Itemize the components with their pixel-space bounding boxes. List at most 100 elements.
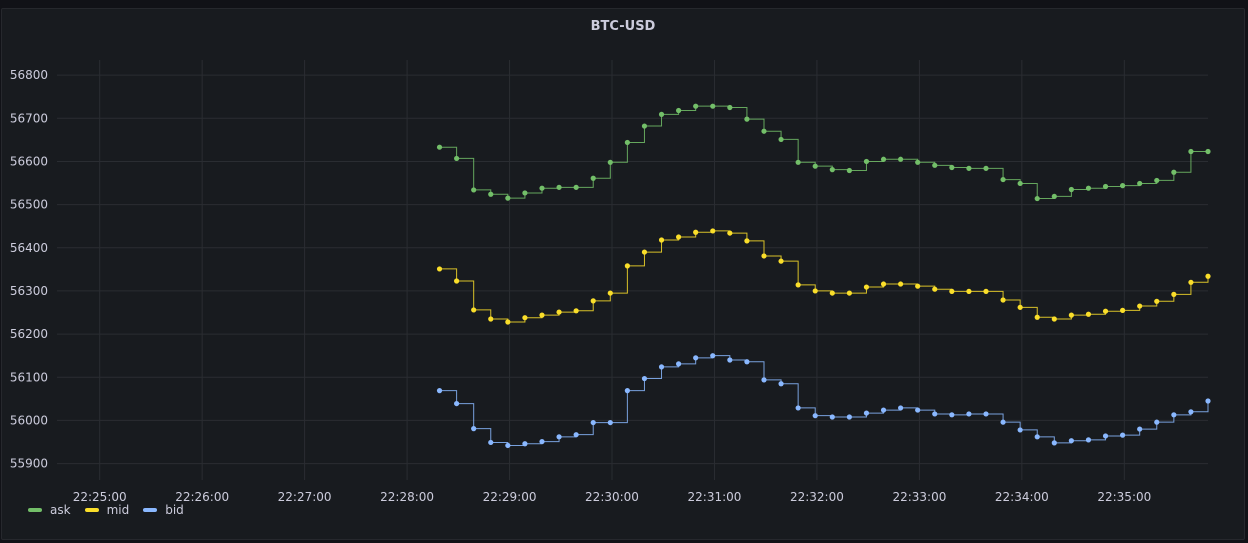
data-point-ask bbox=[846, 167, 852, 174]
data-point-bid bbox=[471, 426, 477, 432]
data-point-mid bbox=[488, 316, 494, 322]
data-point-ask bbox=[863, 158, 870, 165]
legend-label-mid: mid bbox=[106, 503, 130, 517]
data-point-bid bbox=[1068, 438, 1074, 444]
data-point-mid bbox=[1000, 297, 1006, 303]
series-line-mid bbox=[439, 230, 1209, 323]
x-tick-label: 22:27:00 bbox=[278, 490, 332, 504]
data-point-ask bbox=[488, 191, 494, 197]
legend-swatch-ask bbox=[28, 508, 42, 512]
data-point-ask bbox=[658, 111, 665, 117]
chart-panel: BTC-USD bbox=[1, 8, 1245, 540]
data-point-ask bbox=[1068, 186, 1074, 193]
data-point-bid bbox=[658, 364, 665, 370]
legend: ask mid bid bbox=[28, 503, 184, 517]
data-point-mid bbox=[744, 238, 750, 244]
data-point-bid bbox=[641, 375, 648, 382]
data-point-mid bbox=[1188, 279, 1194, 285]
data-point-bid bbox=[1017, 427, 1023, 433]
data-point-bid bbox=[915, 407, 921, 413]
data-point-ask bbox=[812, 163, 818, 169]
data-point-bid bbox=[710, 353, 716, 359]
data-point-mid bbox=[1120, 307, 1126, 313]
data-point-mid bbox=[863, 284, 870, 290]
data-point-mid bbox=[539, 312, 545, 318]
data-point-mid bbox=[641, 249, 648, 255]
legend-item-bid[interactable]: bid bbox=[143, 503, 184, 517]
data-point-mid bbox=[436, 266, 443, 272]
data-point-bid bbox=[863, 410, 870, 416]
data-point-mid bbox=[983, 288, 989, 294]
data-point-bid bbox=[1171, 412, 1177, 418]
data-point-mid bbox=[1171, 291, 1177, 297]
data-point-ask bbox=[778, 136, 784, 143]
data-point-ask bbox=[1171, 169, 1177, 175]
chart-title: BTC-USD bbox=[590, 19, 656, 34]
data-point-mid bbox=[846, 290, 852, 296]
data-point-mid bbox=[1085, 311, 1092, 317]
legend-item-mid[interactable]: mid bbox=[84, 503, 130, 517]
data-point-ask bbox=[898, 156, 904, 162]
data-point-mid bbox=[1051, 316, 1057, 322]
data-point-bid bbox=[624, 388, 630, 394]
data-point-bid bbox=[932, 411, 938, 417]
data-point-mid bbox=[590, 298, 596, 304]
y-tick-label: 56600 bbox=[10, 154, 48, 168]
data-point-ask bbox=[880, 156, 887, 162]
data-point-bid bbox=[1188, 409, 1194, 415]
data-point-mid bbox=[898, 281, 904, 287]
legend-swatch-mid bbox=[84, 508, 99, 512]
x-tick-label: 22:28:00 bbox=[380, 490, 434, 504]
legend-item-ask[interactable]: ask bbox=[28, 503, 71, 517]
data-point-bid bbox=[778, 381, 784, 387]
data-point-mid bbox=[795, 282, 801, 288]
data-point-ask bbox=[727, 104, 733, 111]
data-point-ask bbox=[1188, 148, 1194, 155]
data-point-bid bbox=[1154, 419, 1160, 425]
data-point-bid bbox=[590, 419, 596, 426]
data-point-bid bbox=[812, 413, 818, 419]
data-point-mid bbox=[915, 283, 921, 289]
data-point-mid bbox=[1205, 273, 1211, 279]
data-point-mid bbox=[829, 290, 835, 296]
y-tick-label: 56700 bbox=[10, 111, 48, 125]
data-point-mid bbox=[1102, 308, 1109, 314]
y-tick-label: 56200 bbox=[10, 327, 48, 341]
data-point-mid bbox=[573, 308, 579, 314]
data-point-mid bbox=[522, 315, 528, 321]
data-point-mid bbox=[556, 309, 562, 315]
data-point-bid bbox=[1205, 398, 1211, 404]
data-point-ask bbox=[983, 165, 989, 171]
data-point-ask bbox=[744, 116, 750, 122]
data-point-bid bbox=[573, 432, 579, 438]
data-point-ask bbox=[795, 159, 801, 165]
data-point-bid bbox=[607, 419, 613, 426]
data-point-bid bbox=[1137, 426, 1143, 432]
data-point-ask bbox=[1154, 177, 1160, 184]
data-point-bid bbox=[880, 407, 887, 413]
data-point-mid bbox=[607, 290, 613, 296]
data-point-bid bbox=[795, 405, 801, 411]
x-tick-label: 22:30:00 bbox=[585, 490, 639, 504]
y-tick-label: 56000 bbox=[10, 413, 48, 427]
data-point-bid bbox=[522, 441, 528, 447]
data-point-bid bbox=[761, 377, 767, 383]
data-point-bid bbox=[898, 405, 904, 411]
data-point-mid bbox=[471, 307, 477, 313]
data-point-mid bbox=[812, 288, 818, 294]
x-tick-label: 22:25:00 bbox=[73, 490, 127, 504]
data-point-ask bbox=[505, 195, 511, 201]
y-tick-label: 56400 bbox=[10, 241, 48, 255]
data-point-ask bbox=[1085, 185, 1092, 191]
data-point-mid bbox=[1034, 314, 1040, 320]
data-point-bid bbox=[488, 439, 494, 446]
data-point-bid bbox=[505, 442, 511, 449]
legend-label-bid: bid bbox=[165, 503, 184, 517]
data-point-bid bbox=[1051, 440, 1057, 446]
data-point-ask bbox=[607, 159, 613, 165]
y-tick-label: 56500 bbox=[10, 198, 48, 212]
data-point-bid bbox=[846, 414, 852, 420]
series-line-ask bbox=[439, 105, 1208, 200]
data-point-ask bbox=[590, 175, 596, 181]
data-point-bid bbox=[966, 411, 972, 417]
